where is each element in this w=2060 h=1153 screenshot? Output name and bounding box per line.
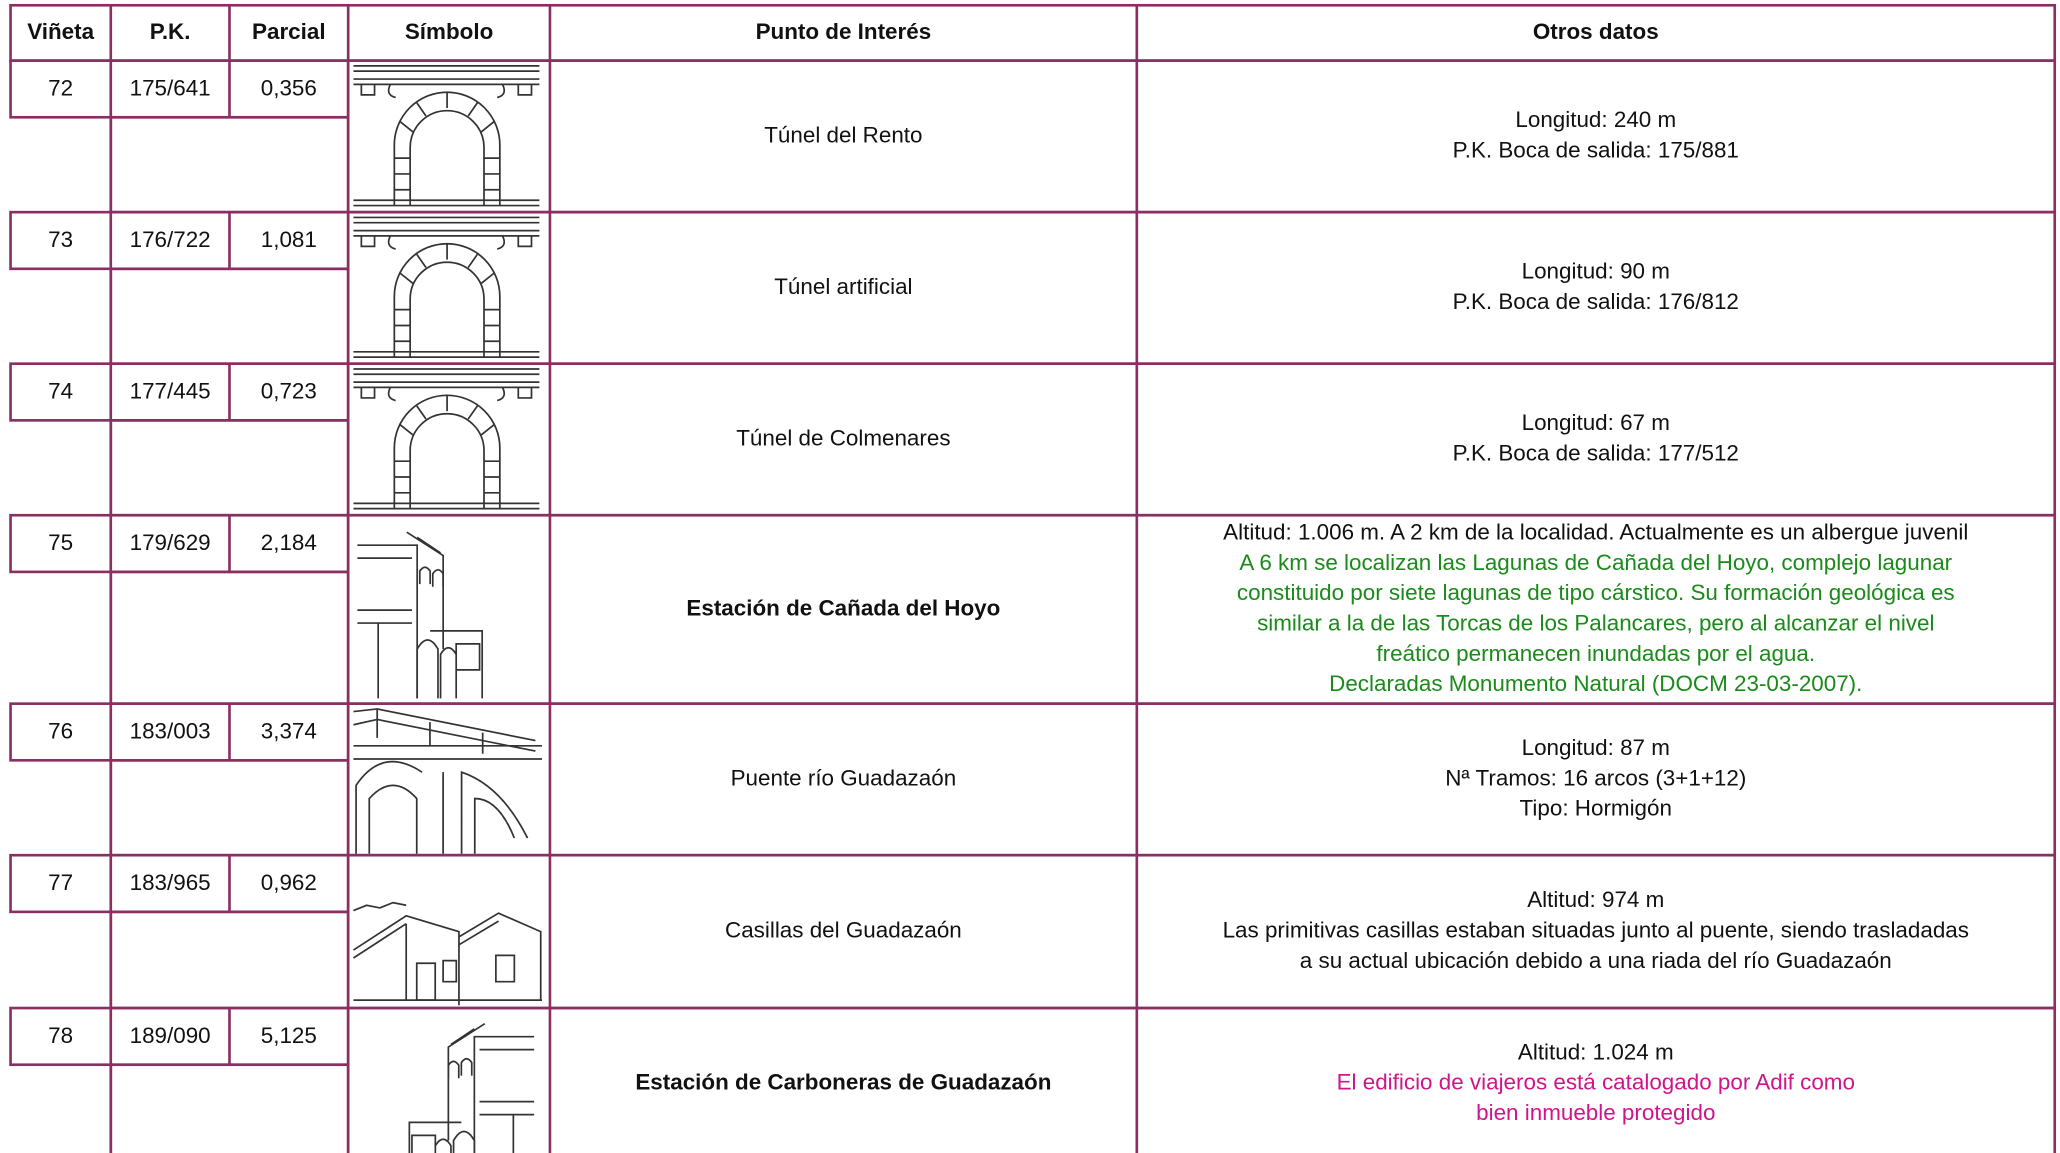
other-data-line: Tipo: Hormigón — [1520, 796, 1672, 821]
other-data-line: P.K. Boca de salida: 177/512 — [1453, 441, 1739, 466]
header-label: P.K. — [150, 19, 191, 44]
station-symbol — [408, 1022, 536, 1153]
other-data-line: P.K. Boca de salida: 176/812 — [1453, 289, 1739, 314]
other-data-line: bien inmueble protegido — [1476, 1100, 1715, 1125]
cell-pk: 183/003 — [130, 719, 211, 744]
point-of-interest: Casillas del Guadazaón — [725, 918, 962, 943]
cell-parcial: 2,184 — [261, 530, 317, 555]
other-data-line: Nª Tramos: 16 arcos (3+1+12) — [1445, 765, 1746, 790]
header-label: Parcial — [252, 19, 326, 44]
point-of-interest: Estación de Carboneras de Guadazaón — [635, 1070, 1051, 1095]
other-data-line: Declaradas Monumento Natural (DOCM 23-03… — [1329, 671, 1862, 696]
cell-parcial: 1,081 — [261, 227, 317, 252]
station-symbol — [356, 531, 484, 700]
cell-vineta: 75 — [48, 530, 73, 555]
other-data-line: El edificio de viajeros está catalogado … — [1337, 1070, 1855, 1095]
cell-parcial: 0,723 — [261, 379, 317, 404]
header-label: Punto de Interés — [756, 19, 932, 44]
cell — [109, 570, 350, 705]
other-data-line: Altitud: 1.006 m. A 2 km de la localidad… — [1223, 520, 1968, 545]
cell-parcial: 0,356 — [261, 76, 317, 101]
cell-vineta: 72 — [48, 76, 73, 101]
cell-vineta: 73 — [48, 227, 73, 252]
cell — [109, 115, 350, 214]
other-data-line: Longitud: 90 m — [1522, 259, 1670, 284]
other-data-line: P.K. Boca de salida: 175/881 — [1453, 137, 1739, 162]
cell — [346, 210, 2057, 366]
cell-pk: 179/629 — [130, 530, 211, 555]
cell-parcial: 0,962 — [261, 870, 317, 895]
other-data-line: freático permanecen inundadas por el agu… — [1376, 641, 1815, 666]
other-data-line: Longitud: 240 m — [1515, 107, 1676, 132]
cell — [109, 1063, 350, 1153]
cell — [346, 1006, 2057, 1153]
other-data-line: A 6 km se localizan las Lagunas de Cañad… — [1239, 550, 1952, 575]
cell-pk: 177/445 — [130, 379, 211, 404]
cell-vineta: 74 — [48, 379, 73, 404]
header-label: Símbolo — [405, 19, 493, 44]
houses-symbol — [352, 901, 543, 1006]
header-label: Viñeta — [27, 19, 94, 44]
other-data-line: constituido por siete lagunas de tipo cá… — [1237, 580, 1955, 605]
other-data-line: Las primitivas casillas estaban situadas… — [1223, 918, 1969, 943]
point-of-interest: Túnel artificial — [774, 274, 912, 299]
cell — [346, 702, 2057, 857]
cell-vineta: 76 — [48, 719, 73, 744]
other-data-line: Longitud: 87 m — [1522, 735, 1670, 760]
bridge-symbol — [352, 708, 543, 854]
header-label: Otros datos — [1533, 19, 1659, 44]
point-of-interest: Puente río Guadazaón — [731, 765, 957, 790]
tunnel-symbol — [352, 216, 541, 358]
other-data-line: a su actual ubicación debido a una riada… — [1300, 948, 1892, 973]
other-data-line: similar a la de las Torcas de los Palanc… — [1257, 611, 1934, 636]
cell — [346, 362, 2057, 517]
cell — [109, 267, 350, 366]
point-of-interest: Estación de Cañada del Hoyo — [686, 595, 1000, 620]
cell — [346, 59, 2057, 214]
cell-pk: 176/722 — [130, 227, 211, 252]
tunnel-symbol — [352, 368, 541, 510]
cell-pk: 189/090 — [130, 1023, 211, 1048]
cell-vineta: 78 — [48, 1023, 73, 1048]
cell-parcial: 5,125 — [261, 1023, 317, 1048]
cell-pk: 175/641 — [130, 76, 211, 101]
cell-parcial: 3,374 — [261, 719, 317, 744]
cell — [109, 759, 350, 857]
other-data-line: Altitud: 1.024 m — [1518, 1039, 1674, 1064]
other-data-line: Altitud: 974 m — [1527, 887, 1664, 912]
cell-pk: 183/965 — [130, 870, 211, 895]
cell-vineta: 77 — [48, 870, 73, 895]
point-of-interest: Túnel de Colmenares — [736, 425, 950, 450]
cell — [109, 419, 350, 517]
point-of-interest: Túnel del Rento — [764, 122, 922, 147]
other-data-line: Longitud: 67 m — [1522, 410, 1670, 435]
tunnel-symbol — [352, 65, 541, 207]
cell — [109, 910, 350, 1010]
